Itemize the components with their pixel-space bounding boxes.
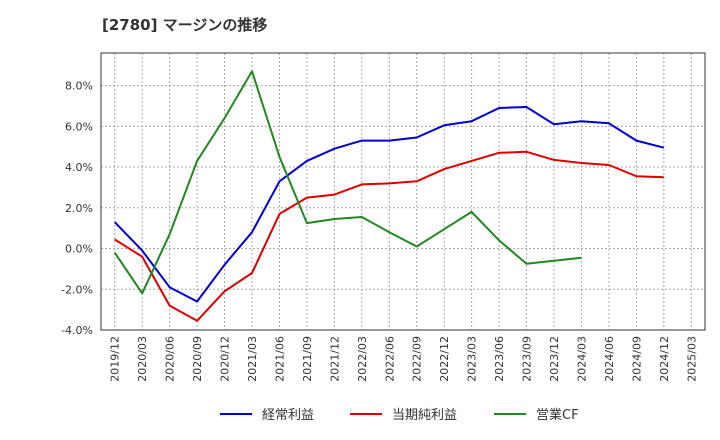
series-line	[113, 70, 582, 295]
x-tick-label: 2023/03	[466, 336, 479, 382]
y-tick-label: -2.0%	[61, 283, 93, 296]
x-tick-label: 2021/09	[301, 336, 314, 382]
x-tick-label: 2024/06	[603, 336, 616, 382]
x-tick-label: 2023/12	[548, 336, 561, 382]
x-tick-label: 2025/03	[685, 336, 698, 382]
x-axis-tick-labels: 2019/12 2020/03 2020/06 2020/09 2020/12 2021/…	[109, 336, 699, 382]
y-tick-label: 8.0%	[65, 80, 93, 93]
x-tick-label: 2023/09	[521, 336, 534, 382]
x-tick-label: 2021/12	[328, 336, 341, 382]
x-tick-label: 2022/12	[438, 336, 451, 382]
y-tick-label: 4.0%	[65, 161, 93, 174]
legend-label: 経常利益	[262, 408, 314, 423]
x-tick-label: 2024/12	[658, 336, 671, 382]
x-tick-label: 2024/03	[575, 336, 588, 382]
x-tick-label: 2024/09	[630, 336, 643, 382]
legend-label: 営業CF	[536, 407, 579, 423]
chart-title: [2780] マージンの推移	[102, 16, 268, 34]
x-tick-label: 2020/12	[219, 336, 232, 382]
x-tick-label: 2020/09	[191, 336, 204, 382]
series-line	[113, 106, 665, 303]
x-tick-label: 2019/12	[109, 336, 122, 382]
legend-label: 当期純利益	[392, 408, 457, 423]
x-tick-label: 2022/09	[411, 336, 424, 382]
x-tick-label: 2020/03	[136, 336, 149, 382]
x-tick-label: 2022/03	[356, 336, 369, 382]
legend: 経常利益 当期純利益 営業CF	[220, 407, 579, 423]
y-tick-label: 2.0%	[65, 202, 93, 215]
series-lines	[113, 70, 665, 322]
x-tick-label: 2023/06	[493, 336, 506, 382]
y-axis-tick-labels: -4.0% -2.0% 0.0% 2.0% 4.0% 6.0% 8.0%	[61, 80, 93, 337]
x-tick-label: 2021/03	[246, 336, 259, 382]
x-tick-label: 2020/06	[164, 336, 177, 382]
plot-frame	[100, 52, 706, 331]
x-tick-label: 2021/06	[273, 336, 286, 382]
x-tick-label: 2022/06	[383, 336, 396, 382]
series-line	[114, 150, 664, 322]
y-tick-label: 0.0%	[65, 243, 93, 256]
grid-lines	[101, 53, 705, 331]
y-tick-label: 6.0%	[65, 120, 93, 133]
y-tick-label: -4.0%	[61, 324, 93, 337]
